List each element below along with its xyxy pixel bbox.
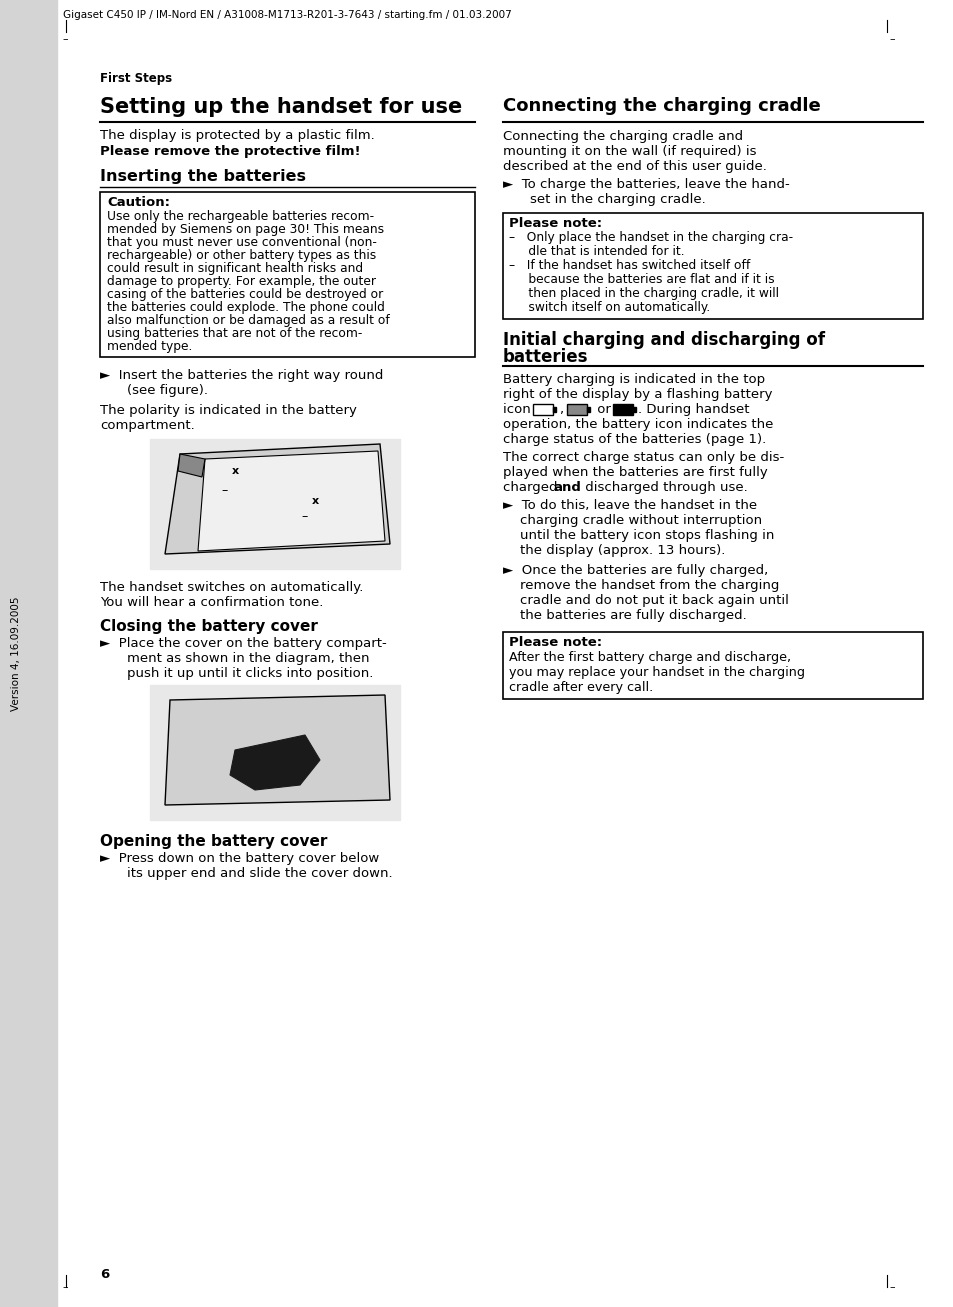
Text: remove the handset from the charging: remove the handset from the charging bbox=[502, 579, 779, 592]
Text: x: x bbox=[232, 467, 238, 476]
Text: dle that is intended for it.: dle that is intended for it. bbox=[509, 244, 684, 257]
Text: compartment.: compartment. bbox=[100, 420, 194, 433]
Text: batteries: batteries bbox=[502, 348, 588, 366]
Text: because the batteries are flat and if it is: because the batteries are flat and if it… bbox=[509, 273, 774, 286]
Text: The display is protected by a plastic film.: The display is protected by a plastic fi… bbox=[100, 129, 375, 142]
Text: Please note:: Please note: bbox=[509, 637, 601, 650]
Text: Version 4, 16.09.2005: Version 4, 16.09.2005 bbox=[11, 597, 21, 711]
Text: could result in significant health risks and: could result in significant health risks… bbox=[107, 261, 363, 274]
Text: that you must never use conventional (non-: that you must never use conventional (no… bbox=[107, 237, 376, 250]
Text: until the battery icon stops flashing in: until the battery icon stops flashing in bbox=[502, 529, 774, 542]
Text: –: – bbox=[222, 485, 228, 498]
Text: (see figure).: (see figure). bbox=[110, 384, 208, 397]
Text: then placed in the charging cradle, it will: then placed in the charging cradle, it w… bbox=[509, 288, 779, 301]
Bar bbox=[150, 685, 399, 819]
Text: icon: icon bbox=[502, 403, 535, 416]
Text: also malfunction or be damaged as a result of: also malfunction or be damaged as a resu… bbox=[107, 314, 390, 327]
Text: mounting it on the wall (if required) is: mounting it on the wall (if required) is bbox=[502, 145, 756, 158]
Text: ►  Place the cover on the battery compart-: ► Place the cover on the battery compart… bbox=[100, 637, 386, 650]
Text: –: – bbox=[62, 34, 68, 44]
Text: –   If the handset has switched itself off: – If the handset has switched itself off bbox=[509, 259, 749, 272]
Text: Closing the battery cover: Closing the battery cover bbox=[100, 620, 317, 634]
Text: Gigaset C450 IP / IM-Nord EN / A31008-M1713-R201-3-7643 / starting.fm / 01.03.20: Gigaset C450 IP / IM-Nord EN / A31008-M1… bbox=[63, 10, 511, 20]
Text: rechargeable) or other battery types as this: rechargeable) or other battery types as … bbox=[107, 250, 375, 261]
Bar bbox=[586, 406, 589, 412]
Text: First Steps: First Steps bbox=[100, 72, 172, 85]
Text: mended by Siemens on page 30! This means: mended by Siemens on page 30! This means bbox=[107, 223, 384, 237]
Text: set in the charging cradle.: set in the charging cradle. bbox=[513, 193, 705, 207]
Text: ►  Press down on the battery cover below: ► Press down on the battery cover below bbox=[100, 852, 379, 865]
Text: the display (approx. 13 hours).: the display (approx. 13 hours). bbox=[502, 544, 724, 557]
Text: Use only the rechargeable batteries recom-: Use only the rechargeable batteries reco… bbox=[107, 210, 374, 223]
Polygon shape bbox=[165, 444, 390, 554]
Text: –: – bbox=[301, 511, 308, 524]
Text: charging cradle without interruption: charging cradle without interruption bbox=[502, 514, 761, 527]
Bar bbox=[553, 406, 556, 412]
FancyBboxPatch shape bbox=[613, 404, 633, 416]
Text: –: – bbox=[62, 1282, 68, 1293]
FancyBboxPatch shape bbox=[533, 404, 553, 416]
Text: charged: charged bbox=[502, 481, 561, 494]
Text: right of the display by a flashing battery: right of the display by a flashing batte… bbox=[502, 388, 772, 401]
Text: Please note:: Please note: bbox=[509, 217, 601, 230]
Text: Opening the battery cover: Opening the battery cover bbox=[100, 834, 327, 850]
Text: 6: 6 bbox=[100, 1268, 110, 1281]
Text: operation, the battery icon indicates the: operation, the battery icon indicates th… bbox=[502, 418, 773, 431]
Text: ►  Once the batteries are fully charged,: ► Once the batteries are fully charged, bbox=[502, 565, 767, 576]
Bar bbox=[0, 0, 57, 1307]
Text: ►  To charge the batteries, leave the hand-: ► To charge the batteries, leave the han… bbox=[502, 178, 789, 191]
Text: and: and bbox=[553, 481, 580, 494]
Text: ,: , bbox=[558, 403, 562, 416]
Text: charge status of the batteries (page 1).: charge status of the batteries (page 1). bbox=[502, 433, 765, 446]
Bar bbox=[150, 439, 399, 569]
Polygon shape bbox=[165, 695, 390, 805]
Text: Initial charging and discharging of: Initial charging and discharging of bbox=[502, 331, 824, 349]
Text: casing of the batteries could be destroyed or: casing of the batteries could be destroy… bbox=[107, 288, 383, 301]
Text: –: – bbox=[888, 34, 894, 44]
Text: You will hear a confirmation tone.: You will hear a confirmation tone. bbox=[100, 596, 323, 609]
Text: cradle after every call.: cradle after every call. bbox=[509, 681, 653, 694]
Polygon shape bbox=[198, 451, 385, 552]
Text: ►  Insert the batteries the right way round: ► Insert the batteries the right way rou… bbox=[100, 369, 383, 382]
Text: or: or bbox=[593, 403, 615, 416]
Text: ►  To do this, leave the handset in the: ► To do this, leave the handset in the bbox=[502, 499, 757, 512]
Text: using batteries that are not of the recom-: using batteries that are not of the reco… bbox=[107, 327, 362, 340]
Text: Setting up the handset for use: Setting up the handset for use bbox=[100, 97, 462, 118]
Text: –: – bbox=[888, 1282, 894, 1293]
Text: the batteries are fully discharged.: the batteries are fully discharged. bbox=[502, 609, 746, 622]
Bar bbox=[633, 406, 636, 412]
FancyBboxPatch shape bbox=[502, 633, 923, 699]
Polygon shape bbox=[230, 735, 319, 789]
Text: The polarity is indicated in the battery: The polarity is indicated in the battery bbox=[100, 404, 356, 417]
Text: Connecting the charging cradle and: Connecting the charging cradle and bbox=[502, 129, 742, 142]
Text: described at the end of this user guide.: described at the end of this user guide. bbox=[502, 159, 766, 173]
Text: x: x bbox=[311, 495, 318, 506]
Text: switch itself on automatically.: switch itself on automatically. bbox=[509, 301, 709, 314]
Text: discharged through use.: discharged through use. bbox=[580, 481, 747, 494]
FancyBboxPatch shape bbox=[566, 404, 586, 416]
Text: Inserting the batteries: Inserting the batteries bbox=[100, 169, 306, 184]
Text: damage to property. For example, the outer: damage to property. For example, the out… bbox=[107, 274, 375, 288]
Text: cradle and do not put it back again until: cradle and do not put it back again unti… bbox=[502, 593, 788, 606]
Text: push it up until it clicks into position.: push it up until it clicks into position… bbox=[110, 667, 373, 680]
Text: –   Only place the handset in the charging cra-: – Only place the handset in the charging… bbox=[509, 231, 792, 244]
Text: its upper end and slide the cover down.: its upper end and slide the cover down. bbox=[110, 867, 393, 880]
Polygon shape bbox=[178, 454, 205, 477]
Text: the batteries could explode. The phone could: the batteries could explode. The phone c… bbox=[107, 301, 384, 314]
Text: you may replace your handset in the charging: you may replace your handset in the char… bbox=[509, 667, 804, 680]
Text: played when the batteries are first fully: played when the batteries are first full… bbox=[502, 467, 767, 478]
FancyBboxPatch shape bbox=[502, 213, 923, 319]
Text: Connecting the charging cradle: Connecting the charging cradle bbox=[502, 97, 820, 115]
Text: ment as shown in the diagram, then: ment as shown in the diagram, then bbox=[110, 652, 369, 665]
Text: . During handset: . During handset bbox=[638, 403, 749, 416]
FancyBboxPatch shape bbox=[100, 192, 475, 357]
Text: Please remove the protective film!: Please remove the protective film! bbox=[100, 145, 360, 158]
Text: Battery charging is indicated in the top: Battery charging is indicated in the top bbox=[502, 372, 764, 386]
Text: The handset switches on automatically.: The handset switches on automatically. bbox=[100, 582, 363, 593]
Text: Caution:: Caution: bbox=[107, 196, 170, 209]
Text: mended type.: mended type. bbox=[107, 340, 193, 353]
Text: After the first battery charge and discharge,: After the first battery charge and disch… bbox=[509, 651, 790, 664]
Text: The correct charge status can only be dis-: The correct charge status can only be di… bbox=[502, 451, 783, 464]
